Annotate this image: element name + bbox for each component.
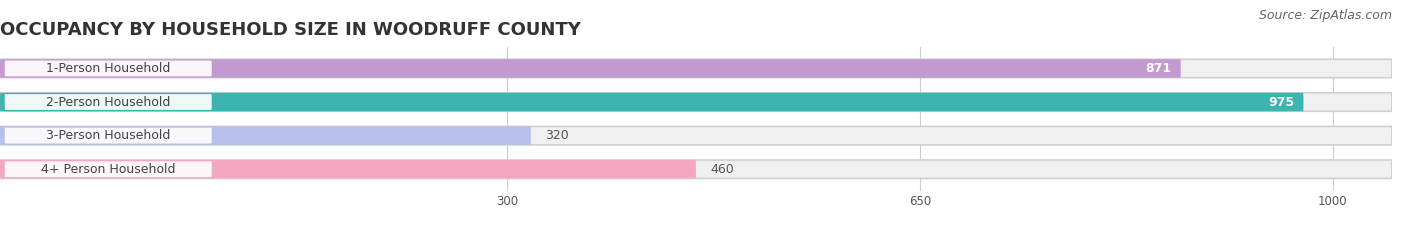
Text: 1-Person Household: 1-Person Household [46, 62, 170, 75]
FancyBboxPatch shape [0, 59, 1181, 78]
Text: 460: 460 [710, 163, 734, 176]
Text: 4+ Person Household: 4+ Person Household [41, 163, 176, 176]
FancyBboxPatch shape [4, 161, 212, 177]
FancyBboxPatch shape [4, 61, 212, 76]
FancyBboxPatch shape [0, 93, 1392, 111]
FancyBboxPatch shape [0, 93, 1303, 111]
Text: 320: 320 [546, 129, 569, 142]
Text: OCCUPANCY BY HOUSEHOLD SIZE IN WOODRUFF COUNTY: OCCUPANCY BY HOUSEHOLD SIZE IN WOODRUFF … [0, 21, 581, 39]
Text: 975: 975 [1268, 96, 1294, 109]
Text: 871: 871 [1146, 62, 1171, 75]
FancyBboxPatch shape [4, 128, 212, 144]
Text: Source: ZipAtlas.com: Source: ZipAtlas.com [1258, 9, 1392, 22]
FancyBboxPatch shape [0, 126, 1392, 145]
FancyBboxPatch shape [0, 59, 1392, 78]
FancyBboxPatch shape [0, 126, 531, 145]
Text: 2-Person Household: 2-Person Household [46, 96, 170, 109]
FancyBboxPatch shape [0, 160, 696, 178]
Text: 3-Person Household: 3-Person Household [46, 129, 170, 142]
FancyBboxPatch shape [4, 94, 212, 110]
FancyBboxPatch shape [0, 160, 1392, 178]
